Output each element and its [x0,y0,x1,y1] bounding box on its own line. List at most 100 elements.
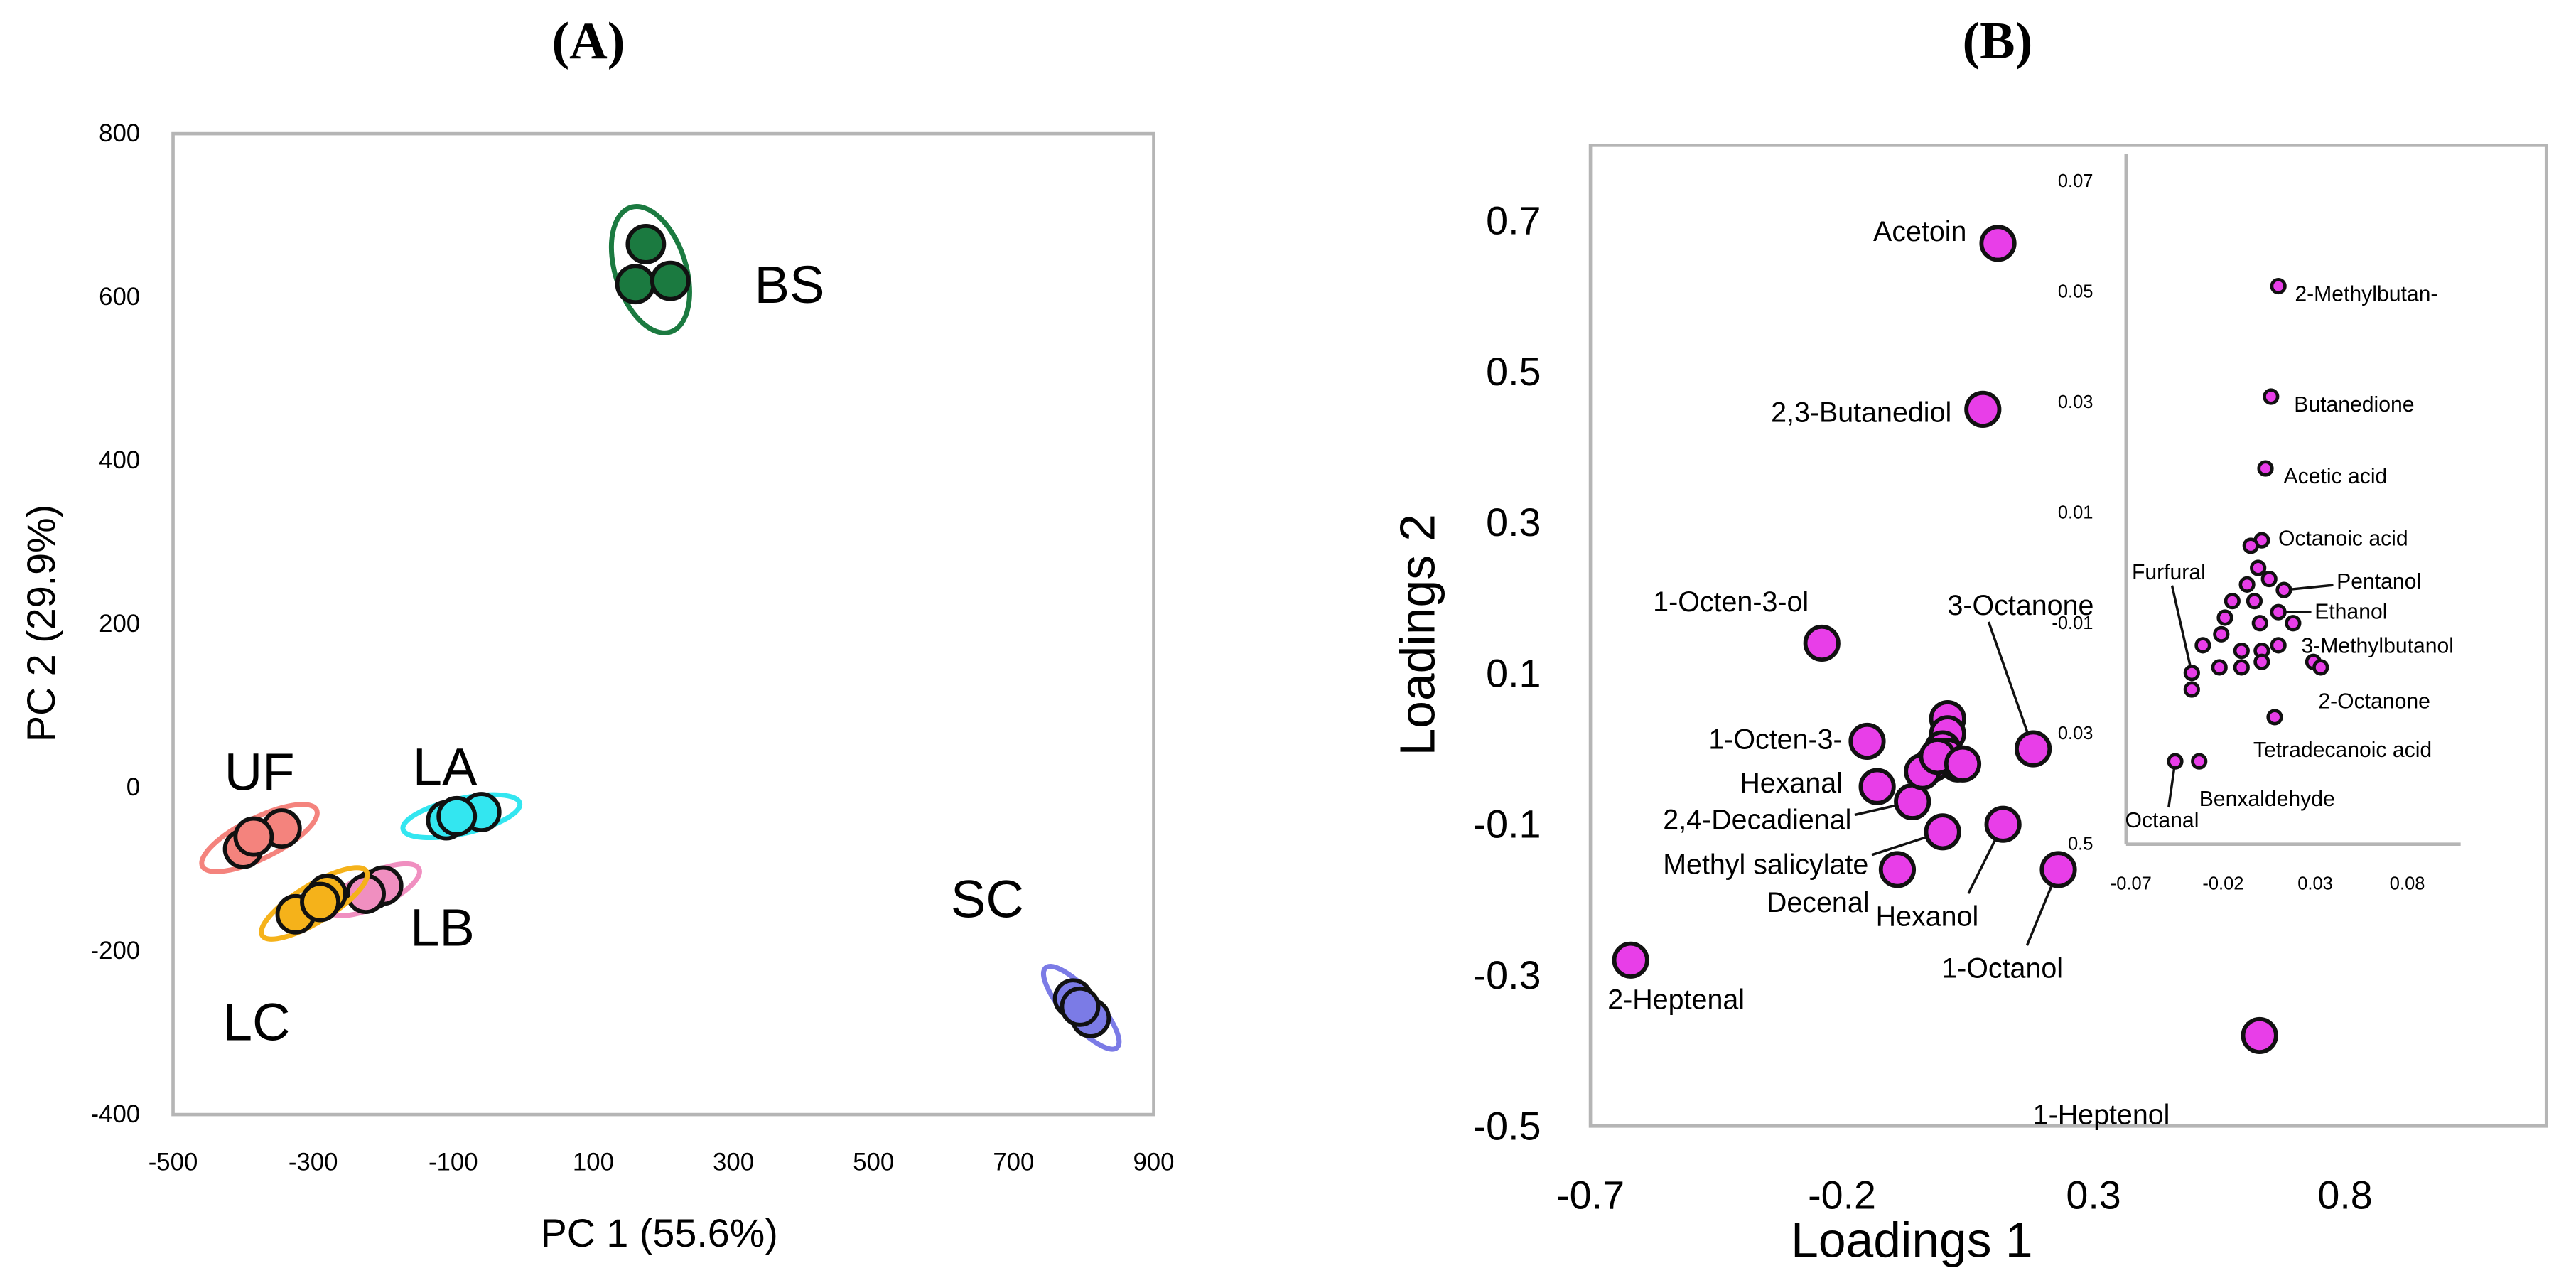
loading-point [2250,559,2267,576]
loading-point [2270,603,2287,621]
x-tick-label: -500 [149,1149,198,1176]
loading-point [2312,659,2329,676]
loading-point [2224,593,2241,610]
y-tick-label: -0.01 [2052,613,2093,633]
loading-point [2213,625,2230,643]
leader-line [1871,835,1928,856]
chart-title: (A) [551,12,625,70]
point-label: Pentanol [2337,570,2421,593]
y-axis-label: Loadings 2 [1390,514,1445,756]
x-axis-label: Loadings 1 [1791,1212,2032,1267]
leader-line [2290,584,2334,591]
loading-point [2266,709,2283,726]
loading-point [2167,753,2184,770]
loading-point [1979,225,2017,262]
point-label: 1-Octen-3-ol [1653,586,1809,618]
x-tick-label: -300 [289,1149,338,1176]
x-tick-label: -0.2 [1808,1173,1876,1218]
loading-point [2257,460,2274,477]
x-tick-label: 100 [573,1149,614,1176]
loading-point [2194,637,2211,654]
point-label: Butanedione [2294,393,2414,417]
loading-point [2233,643,2250,660]
x-tick-label: 900 [1133,1149,1174,1176]
loading-point [2285,615,2302,632]
point-label: Decenal [1767,887,1870,918]
loading-point [1858,768,1896,805]
x-tick-label: -100 [429,1149,478,1176]
y-tick-label: 0.5 [1486,350,1541,394]
point-label: 1-Heptenol [2033,1099,2170,1130]
loading-point [2251,615,2268,632]
x-tick-label: -0.07 [2111,874,2152,893]
loading-point [2263,388,2280,405]
y-tick-label: 0.7 [1486,199,1541,243]
x-tick-label: 0.08 [2390,874,2425,893]
loading-point [2015,730,2052,768]
score-point [625,223,667,264]
point-label: Acetoin [1873,216,1966,247]
point-label: 2-Methylbutan- [2295,283,2437,306]
y-tick-label: -0.1 [1473,802,1541,847]
loading-point [2270,277,2287,295]
y-tick-label: 200 [99,611,140,638]
leader-line [2170,585,2192,667]
x-tick-label: -0.7 [1556,1173,1624,1218]
loading-point [2242,537,2259,554]
group-label: LA [413,737,478,796]
point-label: 3-Octanone [1948,590,2094,621]
point-label: Octanal [2125,809,2199,832]
y-tick-label: 0.01 [2058,503,2093,522]
y-axis-label: PC 2 (29.9%) [19,505,63,742]
leader-line [2025,884,2054,946]
loading-point [1803,624,1841,662]
loading-point [2246,593,2263,610]
point-label: 2-Heptenal [1607,984,1745,1015]
loading-point [1878,851,1917,888]
loading-point [2241,1016,2278,1055]
loading-point [2183,665,2200,682]
chart-title: (B) [1962,12,2032,70]
loading-point [2233,659,2250,676]
point-label: 1-Octen-3- [1708,724,1842,756]
y-tick-label: 0.1 [1486,651,1541,695]
loading-point [2238,576,2256,593]
loading-point [2191,753,2208,770]
score-point [1060,986,1101,1027]
y-tick-label: 800 [99,120,140,147]
loading-point [1984,805,2022,843]
y-tick-label: -0.3 [1473,953,1541,997]
x-tick-label: 0.03 [2297,874,2333,893]
point-label: Tetradecanoic acid [2253,738,2432,762]
loading-point [2211,659,2228,676]
loading-point [1924,813,1961,851]
x-tick-label: -0.02 [2202,874,2243,893]
y-tick-label: 0.5 [2068,834,2093,854]
y-tick-label: 0.03 [2058,724,2093,743]
loading-point [1894,783,1931,820]
y-tick-label: 600 [99,284,140,311]
y-tick-label: 0.07 [2058,171,2093,191]
point-label: 2-Octanone [2318,689,2430,713]
point-label: 1-Octanol [1941,953,2063,984]
loading-point [2260,570,2278,588]
loading-point [2270,637,2287,654]
x-tick-label: 0.8 [2317,1173,2372,1218]
group-label: SC [951,869,1024,928]
loading-point [2253,653,2270,670]
y-tick-label: 0.05 [2058,281,2093,301]
leader-line [2167,768,2176,808]
y-tick-label: 0.03 [2058,392,2093,412]
leader-line [1967,838,1997,894]
loading-point [2183,681,2200,698]
loading-point [1848,722,1886,761]
plot-frame [171,131,1155,1117]
point-label: Methyl salicylate [1663,849,1868,881]
x-tick-label: 500 [853,1149,894,1176]
x-tick-label: 700 [993,1149,1034,1176]
score-point [615,264,656,305]
plot-frame [1588,144,2548,1128]
point-label: Acetic acid [2284,465,2388,488]
